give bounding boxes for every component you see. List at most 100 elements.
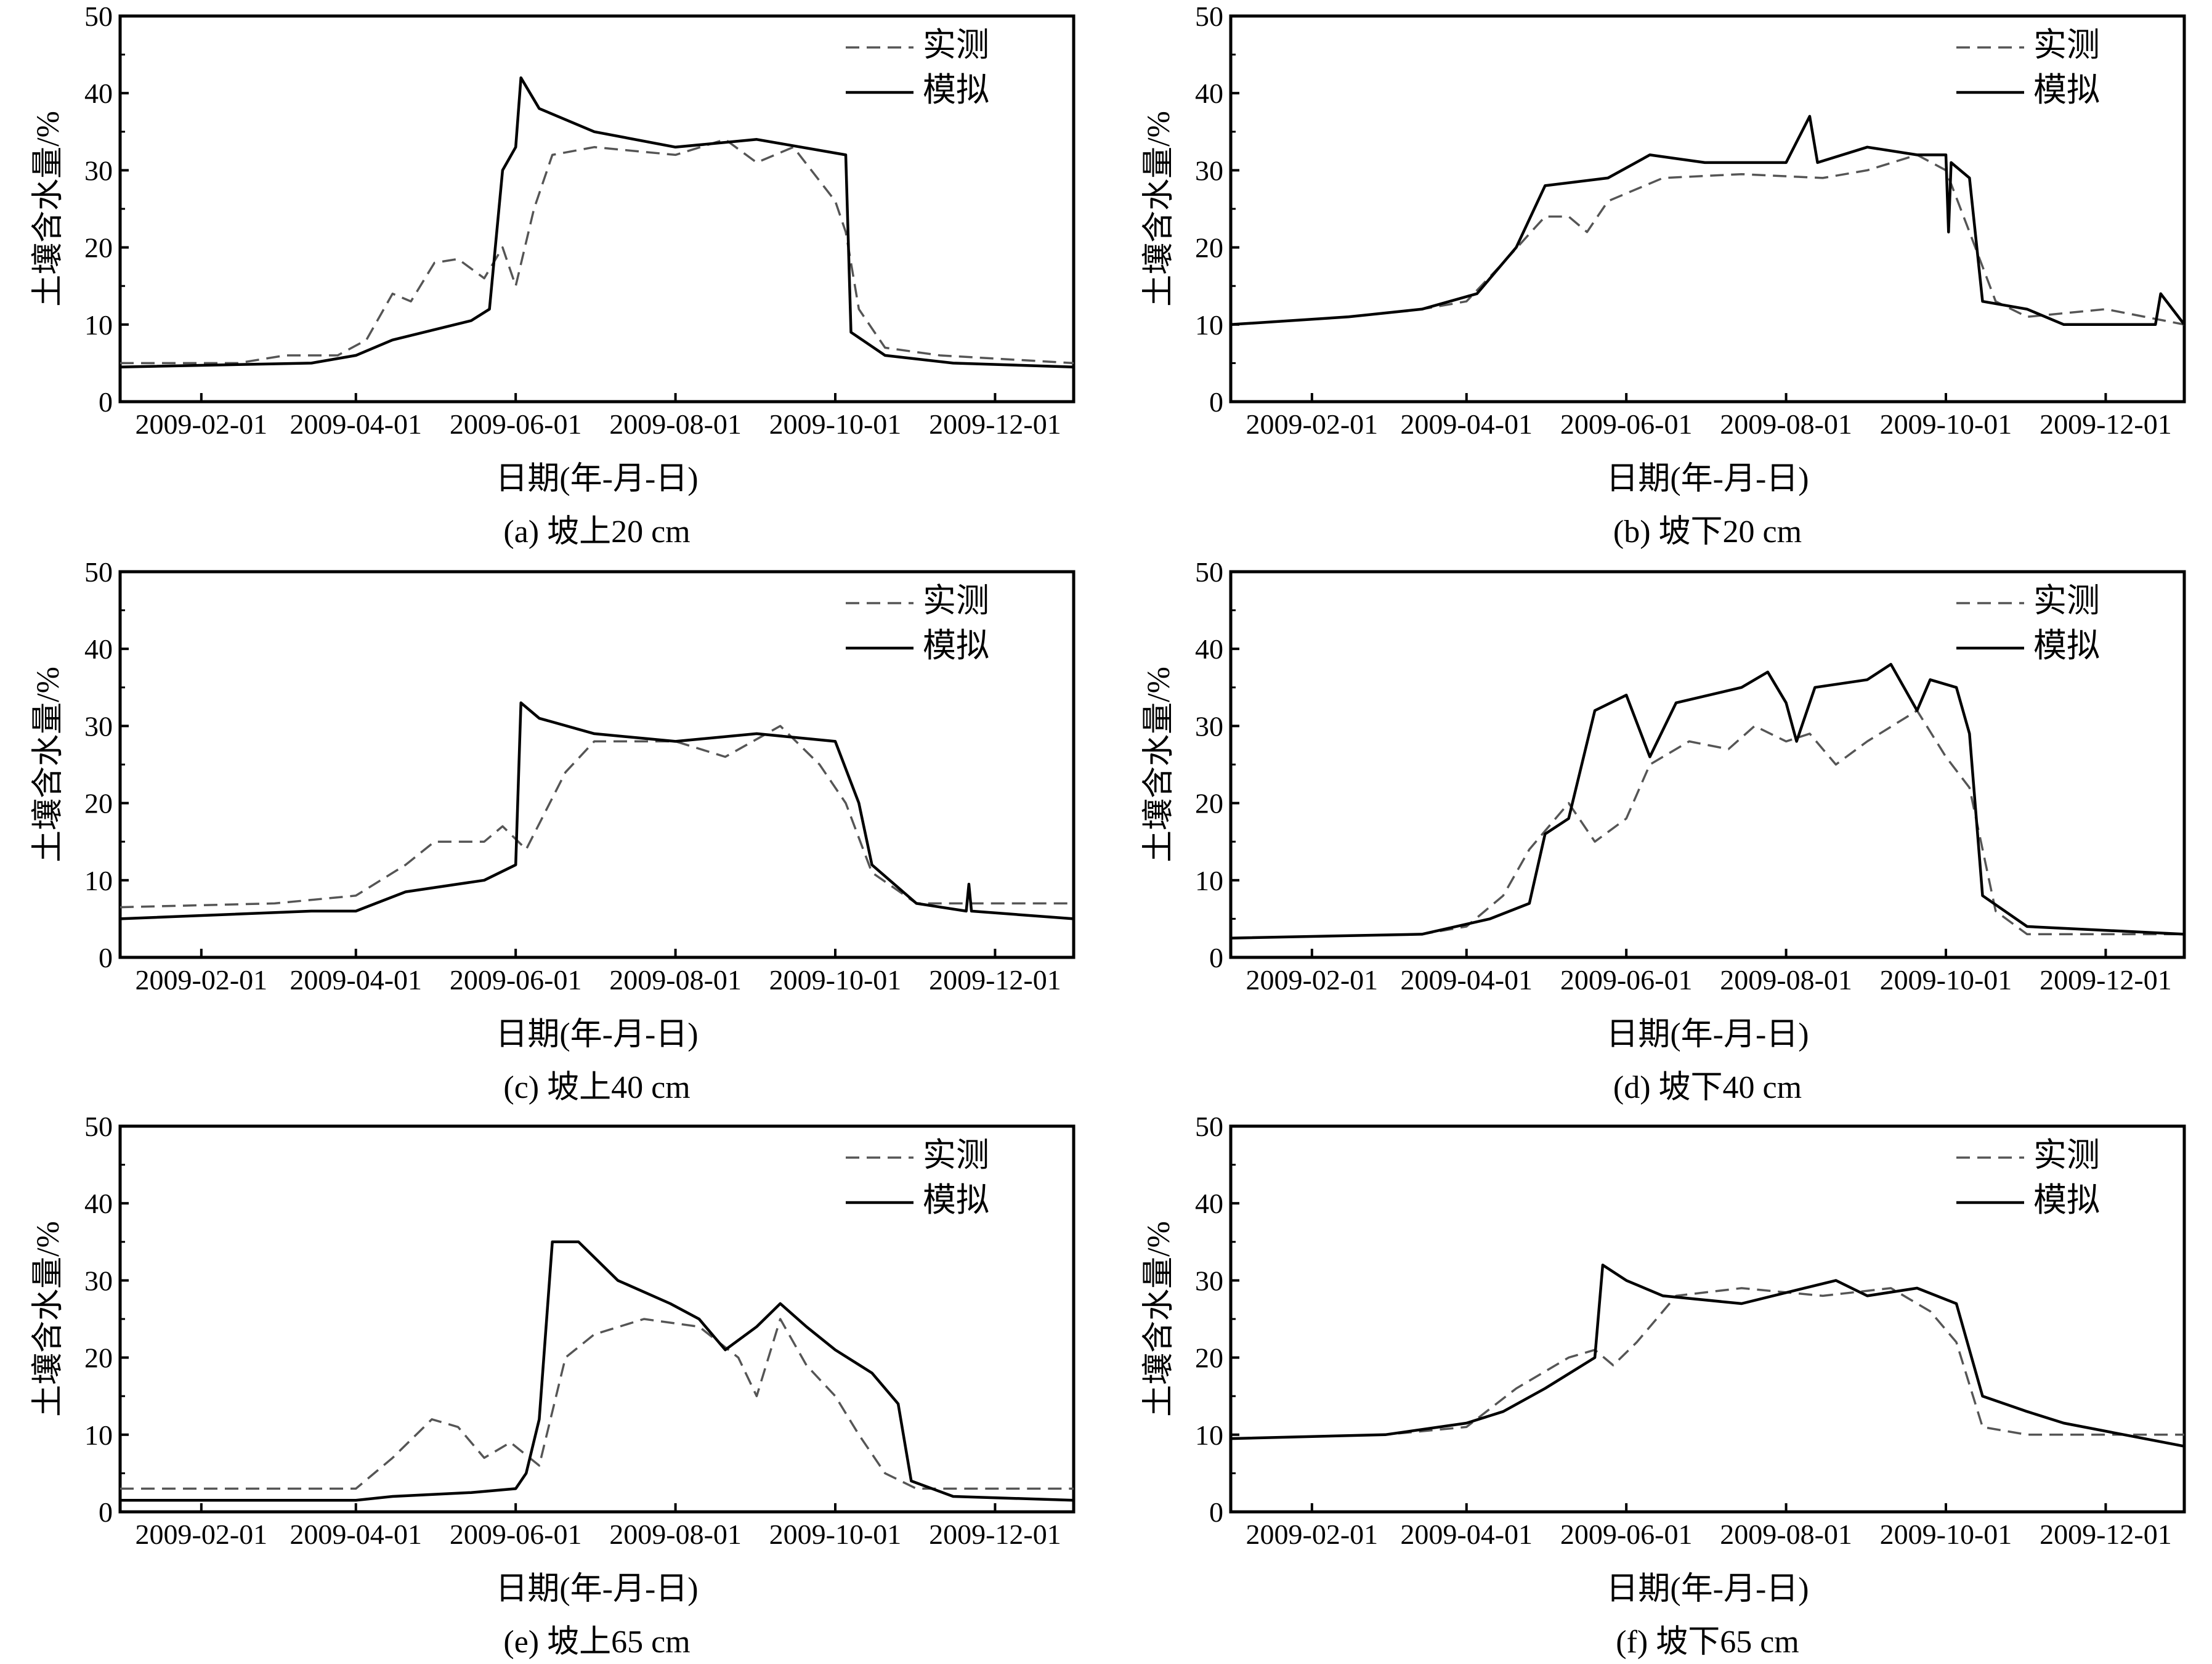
x-tick-label: 2009-10-01 — [769, 964, 902, 996]
panel-caption: (b) 坡下20 cm — [1613, 514, 1802, 550]
x-tick-label: 2009-12-01 — [929, 408, 1061, 440]
x-tick-label: 2009-10-01 — [1880, 964, 2012, 996]
y-tick-label: 50 — [1195, 556, 1223, 588]
x-tick-label: 2009-06-01 — [1560, 1519, 1693, 1550]
x-tick-label: 2009-06-01 — [450, 964, 582, 996]
x-tick-label: 2009-02-01 — [136, 1519, 268, 1550]
legend-measured-label: 实测 — [2033, 1137, 2100, 1174]
panel-caption: (a) 坡上20 cm — [503, 514, 690, 550]
y-tick-label: 40 — [1195, 1188, 1223, 1219]
y-tick-label: 40 — [1195, 633, 1223, 665]
x-tick-label: 2009-06-01 — [1560, 964, 1693, 996]
chart-panel: 0 10 20 30 40 50 2009-02-01 2009-04-01 2009-06-0… — [31, 556, 1076, 1105]
x-tick-label: 2009-04-01 — [1400, 408, 1533, 440]
y-tick-label: 50 — [84, 1, 113, 32]
x-tick-label: 2009-06-01 — [450, 408, 582, 440]
measured-series-line — [120, 138, 1074, 365]
y-tick-label: 30 — [1195, 1265, 1223, 1296]
y-tick-label: 40 — [84, 78, 113, 109]
y-axis-label: 土壤含水量/% — [1141, 1221, 1177, 1417]
y-tick-label: 40 — [84, 633, 113, 665]
x-tick-label: 2009-10-01 — [1880, 1519, 2012, 1550]
y-axis-label: 土壤含水量/% — [31, 111, 66, 307]
simulated-series-line — [120, 1240, 1074, 1502]
x-tick-label: 2009-12-01 — [929, 964, 1061, 996]
x-tick-label: 2009-08-01 — [609, 408, 742, 440]
simulated-series-line — [120, 76, 1074, 368]
x-tick-label: 2009-04-01 — [290, 1519, 422, 1550]
panel-caption: (d) 坡下40 cm — [1613, 1070, 1802, 1105]
legend-measured-label: 实测 — [2033, 26, 2100, 63]
x-tick-label: 2009-12-01 — [929, 1519, 1061, 1550]
y-axis-label: 土壤含水量/% — [31, 667, 66, 862]
legend-measured-label: 实测 — [923, 582, 989, 619]
legend-simulated-label: 模拟 — [923, 627, 989, 664]
y-tick-label: 0 — [1209, 1496, 1223, 1528]
legend-simulated-label: 模拟 — [2033, 1182, 2100, 1219]
x-tick-label: 2009-04-01 — [1400, 964, 1533, 996]
chart-panel: 0 10 20 30 40 50 2009-02-01 2009-04-01 2009-06-0… — [31, 1111, 1076, 1660]
y-tick-label: 30 — [84, 710, 113, 742]
measured-series-line — [120, 724, 1074, 909]
legend-simulated-label: 模拟 — [2033, 71, 2100, 108]
y-tick-label: 10 — [1195, 309, 1223, 341]
x-tick-label: 2009-02-01 — [136, 408, 268, 440]
y-tick-label: 10 — [1195, 865, 1223, 896]
x-axis-label: 日期(年-月-日) — [495, 1017, 698, 1052]
y-tick-label: 30 — [1195, 710, 1223, 742]
y-tick-label: 50 — [84, 1111, 113, 1142]
y-tick-label: 10 — [84, 1419, 113, 1451]
y-tick-label: 0 — [1209, 942, 1223, 973]
panel-caption: (c) 坡上40 cm — [503, 1070, 690, 1105]
x-tick-label: 2009-12-01 — [2040, 408, 2172, 440]
y-tick-label: 30 — [84, 155, 113, 186]
x-tick-label: 2009-12-01 — [2040, 1519, 2172, 1550]
y-tick-label: 50 — [1195, 1, 1223, 32]
x-axis-label: 日期(年-月-日) — [495, 1572, 698, 1607]
measured-series-line — [1230, 153, 2185, 326]
x-axis-label: 日期(年-月-日) — [1606, 461, 1809, 497]
y-tick-label: 50 — [84, 556, 113, 588]
legend-measured-label: 实测 — [923, 1137, 989, 1174]
x-tick-label: 2009-06-01 — [1560, 408, 1693, 440]
measured-series-line — [120, 1318, 1074, 1490]
legend-measured-label: 实测 — [923, 26, 989, 63]
x-tick-label: 2009-10-01 — [1880, 408, 2012, 440]
y-tick-label: 40 — [1195, 78, 1223, 109]
x-tick-label: 2009-04-01 — [290, 964, 422, 996]
chart-panel: 0 10 20 30 40 50 2009-02-01 2009-04-01 2009-06-0… — [31, 1, 1076, 550]
simulated-series-line — [1230, 662, 2185, 940]
simulated-series-line — [1230, 115, 2186, 327]
legend-simulated-label: 模拟 — [923, 1182, 989, 1219]
x-tick-label: 2009-10-01 — [769, 1519, 902, 1550]
y-tick-label: 50 — [1195, 1111, 1223, 1142]
legend-simulated-label: 模拟 — [923, 71, 989, 108]
y-tick-label: 0 — [99, 942, 113, 973]
x-tick-label: 2009-06-01 — [450, 1519, 582, 1550]
y-tick-label: 20 — [84, 788, 113, 819]
y-axis-label: 土壤含水量/% — [31, 1221, 66, 1417]
y-tick-label: 20 — [1195, 1342, 1223, 1374]
legend-measured-label: 实测 — [2033, 582, 2100, 619]
y-tick-label: 30 — [84, 1265, 113, 1296]
y-axis-label: 土壤含水量/% — [1141, 667, 1177, 862]
simulated-series-line — [120, 701, 1074, 920]
y-tick-label: 20 — [1195, 232, 1223, 264]
x-tick-label: 2009-02-01 — [136, 964, 268, 996]
x-axis-label: 日期(年-月-日) — [1606, 1572, 1809, 1607]
measured-series-line — [1230, 709, 2184, 940]
y-tick-label: 20 — [84, 1342, 113, 1374]
y-tick-label: 10 — [84, 309, 113, 341]
y-axis-label: 土壤含水量/% — [1141, 111, 1177, 307]
panel-caption: (f) 坡下65 cm — [1616, 1625, 1799, 1660]
chart-panel: 0 10 20 30 40 50 2009-02-01 2009-04-01 2009-06-0… — [1141, 1111, 2186, 1660]
x-tick-label: 2009-02-01 — [1246, 964, 1379, 996]
x-tick-label: 2009-08-01 — [1720, 1519, 1852, 1550]
x-tick-label: 2009-08-01 — [1720, 964, 1852, 996]
y-tick-label: 0 — [99, 1496, 113, 1528]
x-axis-label: 日期(年-月-日) — [1606, 1017, 1809, 1052]
y-tick-label: 20 — [84, 232, 113, 264]
x-tick-label: 2009-02-01 — [1246, 408, 1379, 440]
y-tick-label: 0 — [99, 386, 113, 418]
